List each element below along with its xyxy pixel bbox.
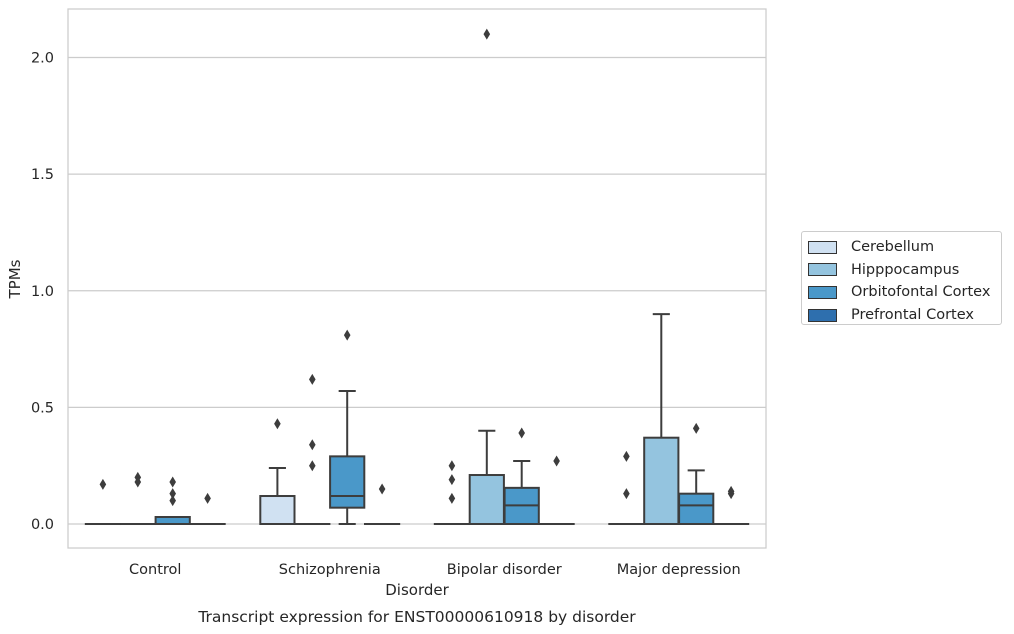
box-0-3 [608,450,645,526]
legend-item: Hipppocampus [808,259,1001,282]
outlier-point [169,495,176,507]
outlier-point [692,422,700,434]
outlier-point [274,418,281,430]
legend-label: Cerebellum [851,239,935,256]
box-3-1 [363,483,401,526]
outlier-point [134,476,142,488]
outlier-point [623,450,630,462]
box-1-0 [119,471,156,526]
plot-area-frame [67,8,767,549]
y-tick-label: 1.0 [31,284,54,300]
x-axis-label: Disorder [385,581,449,599]
legend-label: Prefrontal Cortex [851,307,974,324]
box-body [678,492,715,525]
outlier-point [483,28,491,40]
box-3-0 [189,492,226,526]
outlier-point [448,492,456,504]
outlier-point [99,478,107,490]
outlier-point [169,476,176,488]
box-body [154,516,191,526]
box-body [468,474,505,525]
box-2-3 [678,422,715,525]
legend-swatch [808,308,837,322]
outlier-point [204,492,211,504]
box-3-2 [538,455,575,526]
legend-item: Orbitofontal Cortex [808,281,1001,304]
y-axis-label: TPMs [6,259,24,299]
x-tick-label: Bipolar disorder [447,562,562,578]
x-tick-labels: Control Schizophrenia Bipolar disorder Majo… [129,562,741,578]
box-body [643,436,680,526]
boxes [84,28,750,526]
legend: Cerebellum Hipppocampus Orbitofontal Corte… [801,231,1002,325]
x-tick-label: Control [129,562,181,578]
box-0-1 [259,418,296,526]
y-tick-label: 0.5 [31,400,54,416]
box-2-0 [154,476,191,526]
legend-swatch [808,240,837,254]
legend-swatch [808,285,837,299]
outlier-point [309,439,316,451]
outlier-point [727,488,735,500]
outlier-point [553,455,560,467]
outlier-point [623,488,630,500]
y-tick-label: 2.0 [31,51,54,67]
box-1-2 [468,28,505,525]
y-tick-label: 0.0 [31,517,54,533]
outlier-point [378,483,386,495]
outlier-point [448,474,456,486]
box-body [329,455,366,509]
outlier-point [309,460,316,472]
box-2-1 [329,329,366,525]
outlier-point [448,460,456,472]
box-1-1 [294,373,331,526]
box-0-0 [84,478,122,526]
y-tick-label: 1.5 [31,167,54,183]
box-0-2 [433,460,471,526]
x-tick-label: Major depression [617,562,741,578]
outlier-point [343,329,351,341]
legend-item: Prefrontal Cortex [808,304,1001,327]
box-2-2 [503,427,540,526]
x-tick-label: Schizophrenia [279,562,381,578]
box-body [259,495,296,526]
outlier-point [169,488,176,500]
legend-swatch [808,263,837,277]
legend-label: Hipppocampus [851,261,960,278]
y-tick-labels: 0.0 0.5 1.0 1.5 2.0 [31,51,54,534]
legend-label: Orbitofontal Cortex [851,284,991,301]
outlier-point [309,373,316,385]
chart-title: Transcript expression for ENST0000061091… [197,608,636,626]
box-1-3 [643,313,680,526]
outlier-point [518,427,525,439]
legend-item: Cerebellum [808,236,1001,259]
box-3-3 [712,485,750,526]
